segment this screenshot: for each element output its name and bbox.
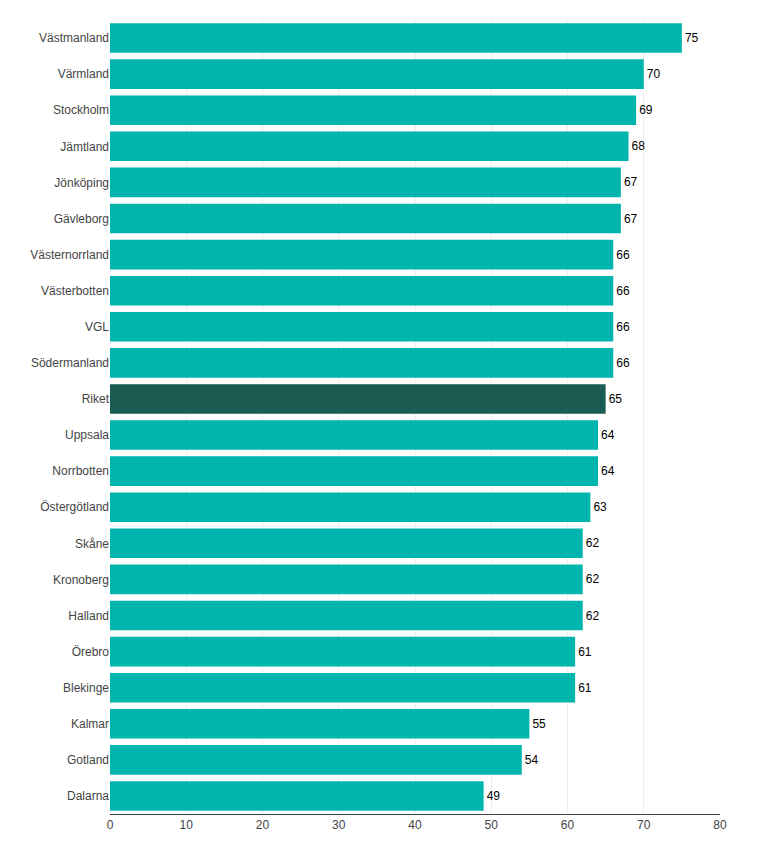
svg-text:66: 66	[616, 284, 630, 298]
svg-text:62: 62	[586, 536, 600, 550]
svg-text:63: 63	[593, 500, 607, 514]
svg-text:68: 68	[632, 139, 646, 153]
svg-text:62: 62	[586, 572, 600, 586]
svg-text:Blekinge: Blekinge	[63, 681, 109, 695]
svg-text:69: 69	[639, 103, 653, 117]
svg-text:61: 61	[578, 645, 592, 659]
svg-text:30: 30	[332, 818, 346, 832]
svg-text:65: 65	[609, 392, 623, 406]
svg-text:10: 10	[180, 818, 194, 832]
svg-text:54: 54	[525, 753, 539, 767]
svg-text:20: 20	[256, 818, 270, 832]
svg-text:62: 62	[586, 609, 600, 623]
svg-text:Jämtland: Jämtland	[60, 140, 109, 154]
svg-text:Kronoberg: Kronoberg	[53, 573, 109, 587]
svg-text:Västerbotten: Västerbotten	[41, 284, 109, 298]
svg-text:Jönköping: Jönköping	[54, 176, 109, 190]
svg-text:55: 55	[532, 717, 546, 731]
svg-text:Södermanland: Södermanland	[31, 356, 109, 370]
svg-text:Västernorrland: Västernorrland	[30, 248, 109, 262]
svg-text:70: 70	[647, 67, 661, 81]
svg-text:Riket: Riket	[82, 392, 110, 406]
svg-text:Örebro: Örebro	[72, 645, 110, 659]
svg-text:Skåne: Skåne	[75, 537, 109, 551]
svg-text:61: 61	[578, 681, 592, 695]
svg-text:Västmanland: Västmanland	[39, 31, 109, 45]
svg-text:VGL: VGL	[85, 320, 109, 334]
svg-text:Norrbotten: Norrbotten	[52, 464, 109, 478]
svg-text:60: 60	[561, 818, 575, 832]
svg-text:67: 67	[624, 212, 638, 226]
svg-text:64: 64	[601, 464, 615, 478]
svg-text:Dalarna: Dalarna	[67, 789, 109, 803]
svg-text:Kalmar: Kalmar	[71, 717, 109, 731]
svg-text:64: 64	[601, 428, 615, 442]
svg-text:75: 75	[685, 31, 699, 45]
svg-text:66: 66	[616, 320, 630, 334]
svg-text:Uppsala: Uppsala	[65, 428, 109, 442]
svg-text:67: 67	[624, 175, 638, 189]
svg-text:70: 70	[637, 818, 651, 832]
svg-text:49: 49	[487, 789, 501, 803]
svg-text:Östergötland: Östergötland	[40, 500, 109, 514]
svg-text:66: 66	[616, 248, 630, 262]
svg-text:0: 0	[107, 818, 114, 832]
svg-text:Halland: Halland	[68, 609, 109, 623]
svg-text:50: 50	[485, 818, 499, 832]
svg-text:40: 40	[408, 818, 422, 832]
svg-text:Värmland: Värmland	[58, 67, 109, 81]
svg-text:66: 66	[616, 356, 630, 370]
svg-text:Gävleborg: Gävleborg	[54, 212, 109, 226]
svg-text:Stockholm: Stockholm	[53, 103, 109, 117]
svg-text:Gotland: Gotland	[67, 753, 109, 767]
svg-text:80: 80	[713, 818, 727, 832]
